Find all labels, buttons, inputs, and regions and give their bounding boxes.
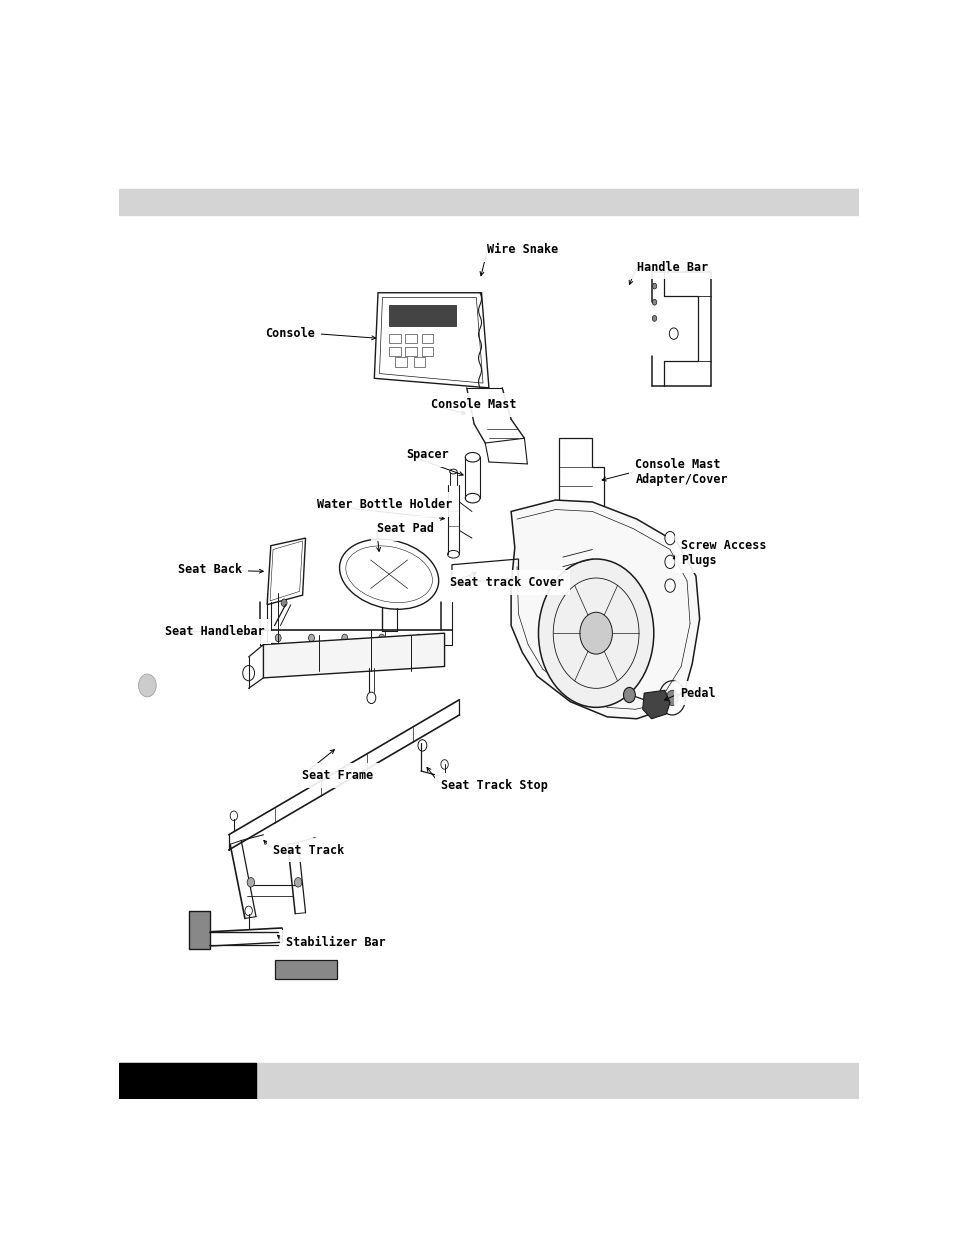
Bar: [119, 1063, 858, 1099]
Circle shape: [341, 634, 347, 642]
Circle shape: [281, 599, 287, 606]
Text: Seat Track Stop: Seat Track Stop: [440, 779, 547, 792]
Circle shape: [275, 634, 281, 642]
Text: Seat Pad: Seat Pad: [376, 522, 433, 535]
Bar: [421, 333, 433, 343]
Bar: [190, 911, 210, 948]
Text: Console Mast
Adapter/Cover: Console Mast Adapter/Cover: [635, 457, 727, 485]
Circle shape: [623, 688, 635, 703]
Circle shape: [416, 634, 421, 642]
Text: Seat Back: Seat Back: [178, 563, 242, 576]
Text: Seat Handlebar: Seat Handlebar: [165, 625, 265, 637]
Bar: [119, 1063, 255, 1099]
Text: Stabilizer Bar: Stabilizer Bar: [285, 936, 385, 948]
Circle shape: [537, 559, 653, 708]
Bar: [413, 357, 425, 367]
Polygon shape: [511, 500, 699, 719]
Text: Spacer: Spacer: [406, 448, 449, 461]
Circle shape: [664, 531, 675, 545]
Polygon shape: [642, 690, 669, 719]
Text: Handle Bar: Handle Bar: [637, 261, 707, 274]
Text: Screw Access
Plugs: Screw Access Plugs: [680, 540, 766, 567]
Circle shape: [652, 283, 656, 289]
Circle shape: [665, 690, 678, 705]
Circle shape: [652, 316, 656, 321]
Circle shape: [664, 579, 675, 593]
Bar: [389, 333, 400, 343]
Bar: [274, 961, 337, 979]
Text: Wire Snake: Wire Snake: [487, 243, 558, 257]
Text: Pedal: Pedal: [679, 687, 715, 699]
Bar: [389, 347, 400, 357]
Polygon shape: [263, 634, 444, 678]
Bar: [421, 347, 433, 357]
Bar: [119, 189, 858, 215]
Circle shape: [664, 556, 675, 568]
Circle shape: [308, 634, 314, 642]
Text: Console Mast: Console Mast: [431, 399, 517, 411]
Bar: [389, 305, 456, 326]
Text: Console: Console: [265, 327, 314, 340]
Text: Seat Frame: Seat Frame: [301, 769, 373, 782]
Circle shape: [579, 613, 612, 655]
Bar: [395, 357, 406, 367]
Circle shape: [138, 674, 156, 697]
Bar: [405, 333, 416, 343]
Text: Water Bottle Holder: Water Bottle Holder: [317, 498, 453, 511]
Circle shape: [378, 634, 384, 642]
Circle shape: [294, 878, 301, 887]
Text: Seat Track: Seat Track: [273, 844, 344, 857]
Bar: [405, 347, 416, 357]
Circle shape: [247, 878, 254, 887]
Text: Seat track Cover: Seat track Cover: [449, 577, 563, 589]
Circle shape: [652, 299, 656, 305]
